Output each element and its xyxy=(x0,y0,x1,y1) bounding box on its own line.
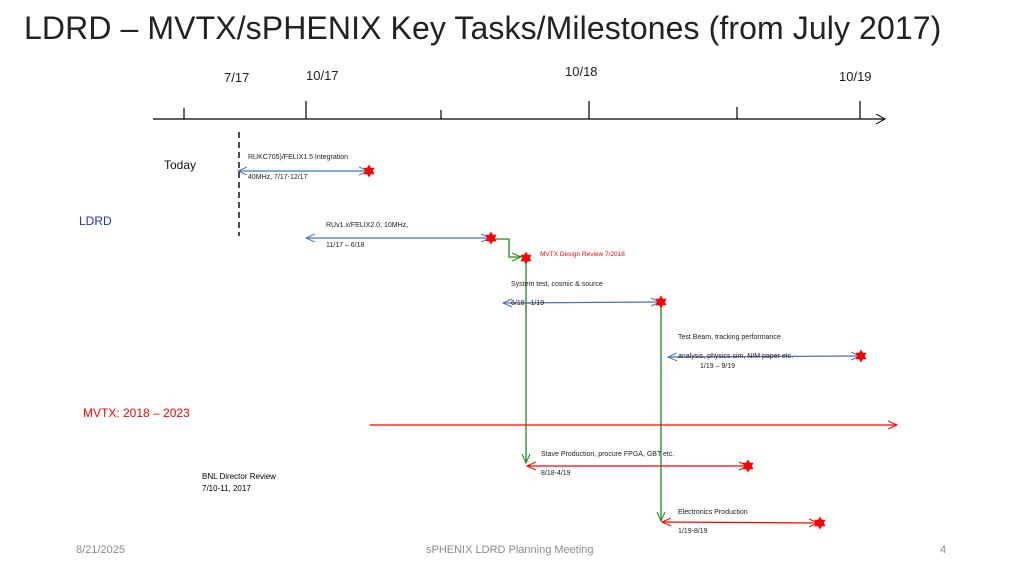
today-label: Today xyxy=(164,158,197,172)
task-1-name: RUKC705)/FELIX1.5 Integration xyxy=(248,154,348,161)
footer-page-number: 4 xyxy=(940,544,947,556)
bnl-review-line2: 7/10-11, 2017 xyxy=(202,484,251,493)
task-6-detail: 8/18-4/19 xyxy=(541,470,571,477)
milestone-star-task-5 xyxy=(855,349,867,363)
milestone-star-design-review xyxy=(520,251,532,265)
task-2-name: RUv1.x/FELIX2.0, 10MHz, xyxy=(326,222,409,229)
tick-label-10-17: 10/17 xyxy=(306,68,339,83)
tick-label-10-18: 10/18 xyxy=(565,64,598,79)
milestone-star-task-2 xyxy=(485,231,497,245)
task-1-detail: 40MHz, 7/17-12/17 xyxy=(248,174,308,181)
task-5-detail: analysis, physics sim, NIM paper etc. xyxy=(678,353,794,360)
task-3-name: MVTX Design Review 7/2018 xyxy=(540,251,625,258)
green-connector-design-review xyxy=(494,238,521,257)
tick-label-7-17: 7/17 xyxy=(224,70,250,85)
slide-title: LDRD – MVTX/sPHENIX Key Tasks/Milestones… xyxy=(24,10,942,46)
task-4-name: System test, cosmic & source xyxy=(511,281,603,288)
task-7-detail: 1/19-8/19 xyxy=(678,528,708,535)
ldrd-label: LDRD xyxy=(79,214,112,228)
arrow-task-7 xyxy=(662,522,818,523)
task-5-detail2: 1/19 – 9/19 xyxy=(700,363,736,370)
tick-label-10-19: 10/19 xyxy=(839,69,872,84)
bnl-review-line1: BNL Director Review xyxy=(202,472,276,481)
task-5-name: Test Beam, tracking performance xyxy=(678,334,781,341)
milestone-star-task-1 xyxy=(363,164,375,178)
task-4-detail: 6/18 –1/19 xyxy=(511,300,545,307)
task-6-name: Stave Production, procure FPGA, GBT etc. xyxy=(541,451,675,458)
milestone-star-task-6 xyxy=(742,459,754,473)
task-7-name: Electronics Production xyxy=(678,509,748,516)
arrow-task-5 xyxy=(668,356,860,357)
task-2-detail: 11/17 – 6/18 xyxy=(326,242,365,249)
footer-date: 8/21/2025 xyxy=(76,544,125,556)
arrow-task-4 xyxy=(503,302,660,303)
footer-meeting: sPHENIX LDRD Planning Meeting xyxy=(426,544,594,556)
milestone-star-task-7 xyxy=(814,516,826,530)
mvtx-label: MVTX: 2018 – 2023 xyxy=(83,406,190,420)
milestone-star-task-4 xyxy=(655,295,667,309)
